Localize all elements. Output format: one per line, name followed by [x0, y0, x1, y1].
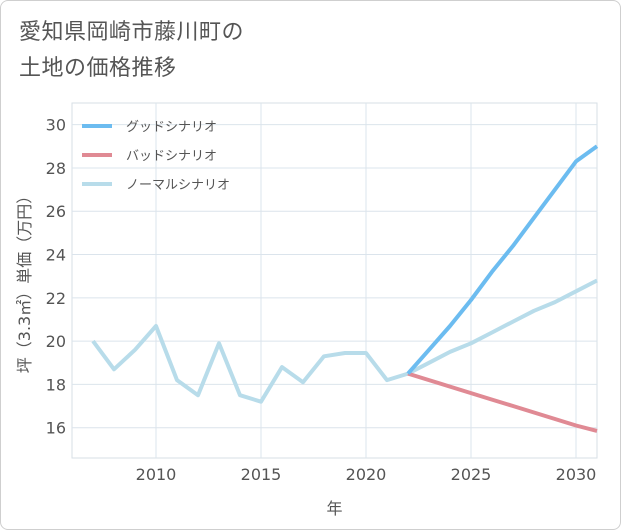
y-tick-label: 20	[46, 332, 66, 351]
series-line-3	[91, 278, 598, 404]
x-tick-label: 2020	[346, 465, 387, 484]
y-axis-title: 坪（3.3㎡）単価（万円）	[15, 188, 34, 373]
y-tick-label: 22	[46, 289, 66, 308]
x-tick-label: 2025	[451, 465, 492, 484]
legend-label-3: ノーマルシナリオ	[126, 178, 230, 193]
legend-label-1: グッドシナリオ	[126, 120, 217, 135]
series-line-1	[406, 144, 599, 375]
y-tick-label: 28	[46, 159, 66, 178]
x-tick-label: 2030	[556, 465, 597, 484]
y-tick-label: 24	[46, 246, 66, 265]
chart-title-line-2: 土地の価格推移	[19, 56, 177, 81]
chart-title: 愛知県岡崎市藤川町の 土地の価格推移	[19, 15, 244, 87]
series-line-2	[407, 371, 598, 433]
y-tick-label: 18	[46, 375, 66, 394]
y-tick-label: 16	[46, 419, 66, 438]
x-tick-label: 2010	[136, 465, 177, 484]
x-tick-label: 2015	[241, 465, 282, 484]
y-tick-label: 30	[46, 116, 66, 135]
plot-area	[71, 102, 598, 459]
y-tick-label: 26	[46, 202, 66, 221]
x-axis-title: 年	[326, 499, 342, 518]
legend-label-2: バッドシナリオ	[126, 149, 217, 164]
chart-title-line-1: 愛知県岡崎市藤川町の	[19, 20, 245, 45]
